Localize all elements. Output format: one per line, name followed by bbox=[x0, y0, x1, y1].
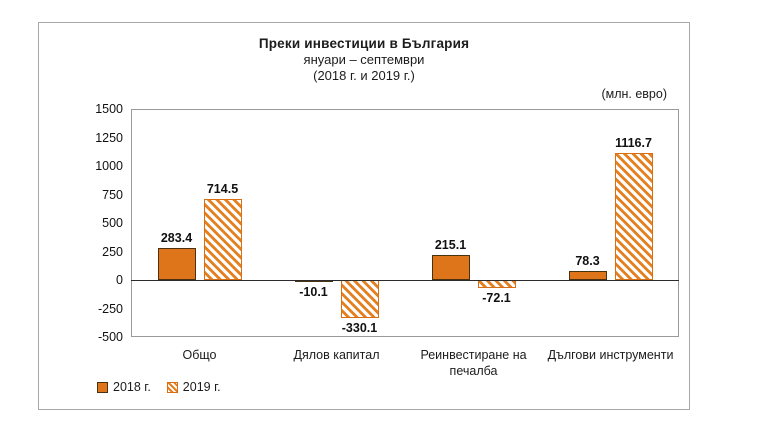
x-axis-category-label: Общо bbox=[182, 348, 217, 362]
y-axis-tick-label: 1500 bbox=[95, 102, 123, 116]
y-axis-tick-label: 1250 bbox=[95, 130, 123, 145]
x-axis-category-label: Реинвестиране на печалба bbox=[420, 348, 527, 379]
legend-swatch-hatched bbox=[166, 381, 178, 393]
unit-label: (млн. евро) bbox=[601, 87, 667, 101]
legend: 2018 г. 2019 г. bbox=[97, 380, 221, 394]
y-axis-tick-label: 0 bbox=[116, 273, 123, 287]
legend-label: 2018 г. bbox=[113, 380, 151, 394]
x-axis-zero-line bbox=[131, 280, 679, 281]
y-axis-tick-label: 250 bbox=[102, 244, 123, 259]
bar-2019-cat2 bbox=[477, 280, 516, 289]
bar-2018-cat3 bbox=[568, 271, 607, 280]
bar-value-label: -72.1 bbox=[482, 291, 511, 306]
chart-container: Преки инвестиции в България януари – сеп… bbox=[38, 22, 690, 410]
legend-swatch-solid bbox=[97, 381, 108, 393]
legend-item-2018: 2018 г. bbox=[97, 380, 151, 394]
bar-2019-cat0 bbox=[203, 198, 242, 280]
bar-2019-cat1 bbox=[340, 280, 379, 318]
y-axis-tick-label: -500 bbox=[97, 330, 123, 344]
chart-subtitle-period: януари – септември bbox=[303, 52, 425, 67]
bar-value-label: 215.1 bbox=[434, 238, 467, 253]
bar-value-label: 283.4 bbox=[160, 230, 193, 245]
y-axis-tick-label: 500 bbox=[102, 216, 123, 230]
bar-value-label: 1116.7 bbox=[615, 135, 652, 150]
bar-2018-cat0 bbox=[157, 247, 196, 280]
y-axis-tick-label: 750 bbox=[102, 187, 123, 202]
legend-item-2019: 2019 г. bbox=[166, 380, 221, 394]
y-axis-tick-label: -250 bbox=[97, 301, 123, 316]
x-axis-category-label: Дългови инструменти bbox=[547, 348, 674, 362]
bar-2018-cat2 bbox=[431, 255, 470, 280]
bar-value-label: 714.5 bbox=[206, 181, 239, 196]
legend-label: 2019 г. bbox=[182, 380, 221, 394]
bar-value-label: -10.1 bbox=[299, 284, 328, 299]
chart-subtitle-years: (2018 г. и 2019 г.) bbox=[313, 68, 415, 83]
chart-title: Преки инвестиции в България bbox=[258, 36, 470, 51]
bar-value-label: -330.1 bbox=[341, 320, 378, 335]
x-axis-category-label: Дялов капитал bbox=[293, 348, 380, 362]
bar-value-label: 78.3 bbox=[575, 254, 600, 269]
y-axis-tick-label: 1000 bbox=[95, 159, 123, 173]
bar-2019-cat3 bbox=[614, 152, 653, 280]
